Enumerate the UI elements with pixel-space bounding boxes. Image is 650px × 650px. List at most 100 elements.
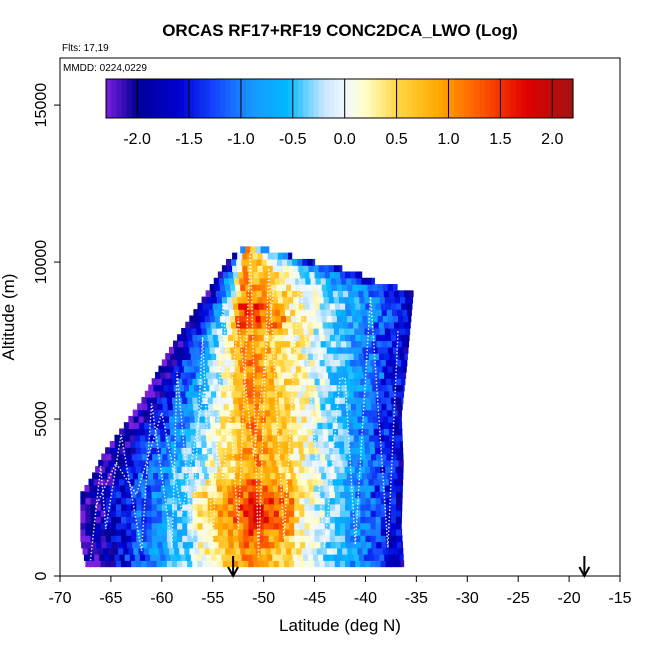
heat-cell: [382, 284, 389, 291]
heat-cell: [207, 466, 213, 473]
heat-cell: [252, 252, 259, 260]
heat-cell: [286, 547, 292, 555]
colorbar-tick-label: -2.0: [123, 131, 151, 148]
heat-cell: [282, 434, 289, 442]
heat-cell: [400, 447, 404, 455]
heat-cell: [292, 390, 299, 398]
heat-cell: [230, 547, 236, 555]
heat-cell: [313, 441, 320, 448]
heat-cell: [154, 478, 161, 486]
heat-cell: [121, 503, 127, 511]
heat-cell: [164, 422, 171, 430]
heat-cell: [291, 315, 297, 323]
heat-cell: [177, 378, 183, 386]
heat-cell: [253, 359, 260, 367]
heat-cell: [304, 510, 311, 517]
heat-cell: [394, 434, 401, 442]
heat-cell: [365, 522, 372, 530]
heat-cell: [282, 265, 289, 273]
heat-cell: [379, 434, 385, 442]
heat-cell: [274, 277, 281, 285]
x-tick-label: -30: [456, 590, 479, 607]
colorbar-segment: [536, 79, 543, 118]
heat-cell: [222, 491, 229, 499]
heat-cell: [109, 441, 116, 448]
heat-cell: [125, 447, 132, 455]
heat-cell: [258, 359, 265, 367]
heat-cell: [253, 522, 260, 530]
heat-cell: [152, 453, 158, 461]
heat-cell: [234, 340, 240, 348]
heat-cell: [212, 522, 219, 530]
heat-cell: [365, 334, 372, 342]
heat-cell: [372, 384, 378, 392]
heat-cell: [404, 290, 410, 298]
heat-cell: [191, 484, 198, 492]
heat-cell: [120, 484, 126, 492]
heat-cell: [341, 365, 348, 373]
heat-cell: [316, 409, 322, 417]
heat-cell: [179, 346, 185, 354]
heat-cell: [233, 503, 239, 511]
heat-cell: [138, 547, 145, 555]
heat-cell: [354, 466, 361, 473]
heat-cell: [403, 346, 409, 354]
heat-cell: [185, 390, 192, 398]
heat-cell: [247, 466, 254, 473]
heat-cell: [240, 547, 247, 555]
heat-cell: [197, 302, 204, 310]
heat-cell: [185, 371, 192, 379]
heat-cell: [114, 441, 121, 448]
heat-cell: [294, 359, 300, 367]
heat-cell: [141, 535, 148, 543]
heat-cell: [140, 484, 147, 492]
heat-cell: [201, 441, 208, 448]
heat-cell: [314, 522, 321, 530]
heat-cell: [129, 428, 136, 436]
heat-cell: [161, 447, 167, 455]
heat-cell: [299, 302, 305, 310]
heat-cell: [268, 359, 275, 367]
heat-cell: [97, 547, 104, 555]
heat-cell: [392, 472, 399, 480]
heat-cell: [334, 302, 341, 310]
heat-cell: [258, 378, 265, 386]
heat-cell: [192, 397, 199, 404]
heat-cell: [394, 390, 400, 398]
heat-cell: [327, 422, 334, 430]
x-axis: -70 -65 -60 -55 -50 -45 -40 -35 -30 -25 -20 -15: [48, 575, 632, 607]
heat-cell: [340, 302, 346, 310]
heat-cell: [363, 290, 370, 298]
heat-cell: [365, 453, 372, 461]
heat-cell: [248, 516, 255, 524]
heat-cell: [281, 459, 288, 467]
heat-cell: [136, 503, 143, 511]
heat-cell: [360, 334, 367, 342]
heat-cell: [385, 528, 392, 536]
heat-cell: [362, 547, 369, 555]
heat-cell: [390, 359, 397, 367]
heat-cell: [295, 309, 301, 317]
heat-cell: [281, 321, 288, 329]
heat-cell: [385, 497, 392, 505]
heat-cell: [292, 434, 299, 442]
heat-cell: [384, 327, 391, 335]
heat-cell: [302, 371, 309, 379]
heat-cell: [256, 258, 263, 266]
heat-cell: [284, 510, 290, 517]
heat-cell: [317, 422, 323, 430]
heat-cell: [231, 428, 237, 436]
heat-cell: [309, 503, 316, 511]
heat-cell: [338, 434, 345, 442]
heat-cell: [272, 390, 278, 398]
heat-cell: [264, 277, 271, 285]
heat-cell: [297, 353, 304, 360]
heat-cell: [101, 453, 107, 461]
heat-cell: [355, 271, 361, 279]
heat-cell: [288, 252, 293, 260]
colorbar-segment: [121, 79, 128, 118]
heat-cell: [382, 415, 389, 423]
heat-cell: [203, 340, 210, 348]
heat-cell: [268, 560, 275, 568]
heat-cell: [265, 472, 271, 480]
